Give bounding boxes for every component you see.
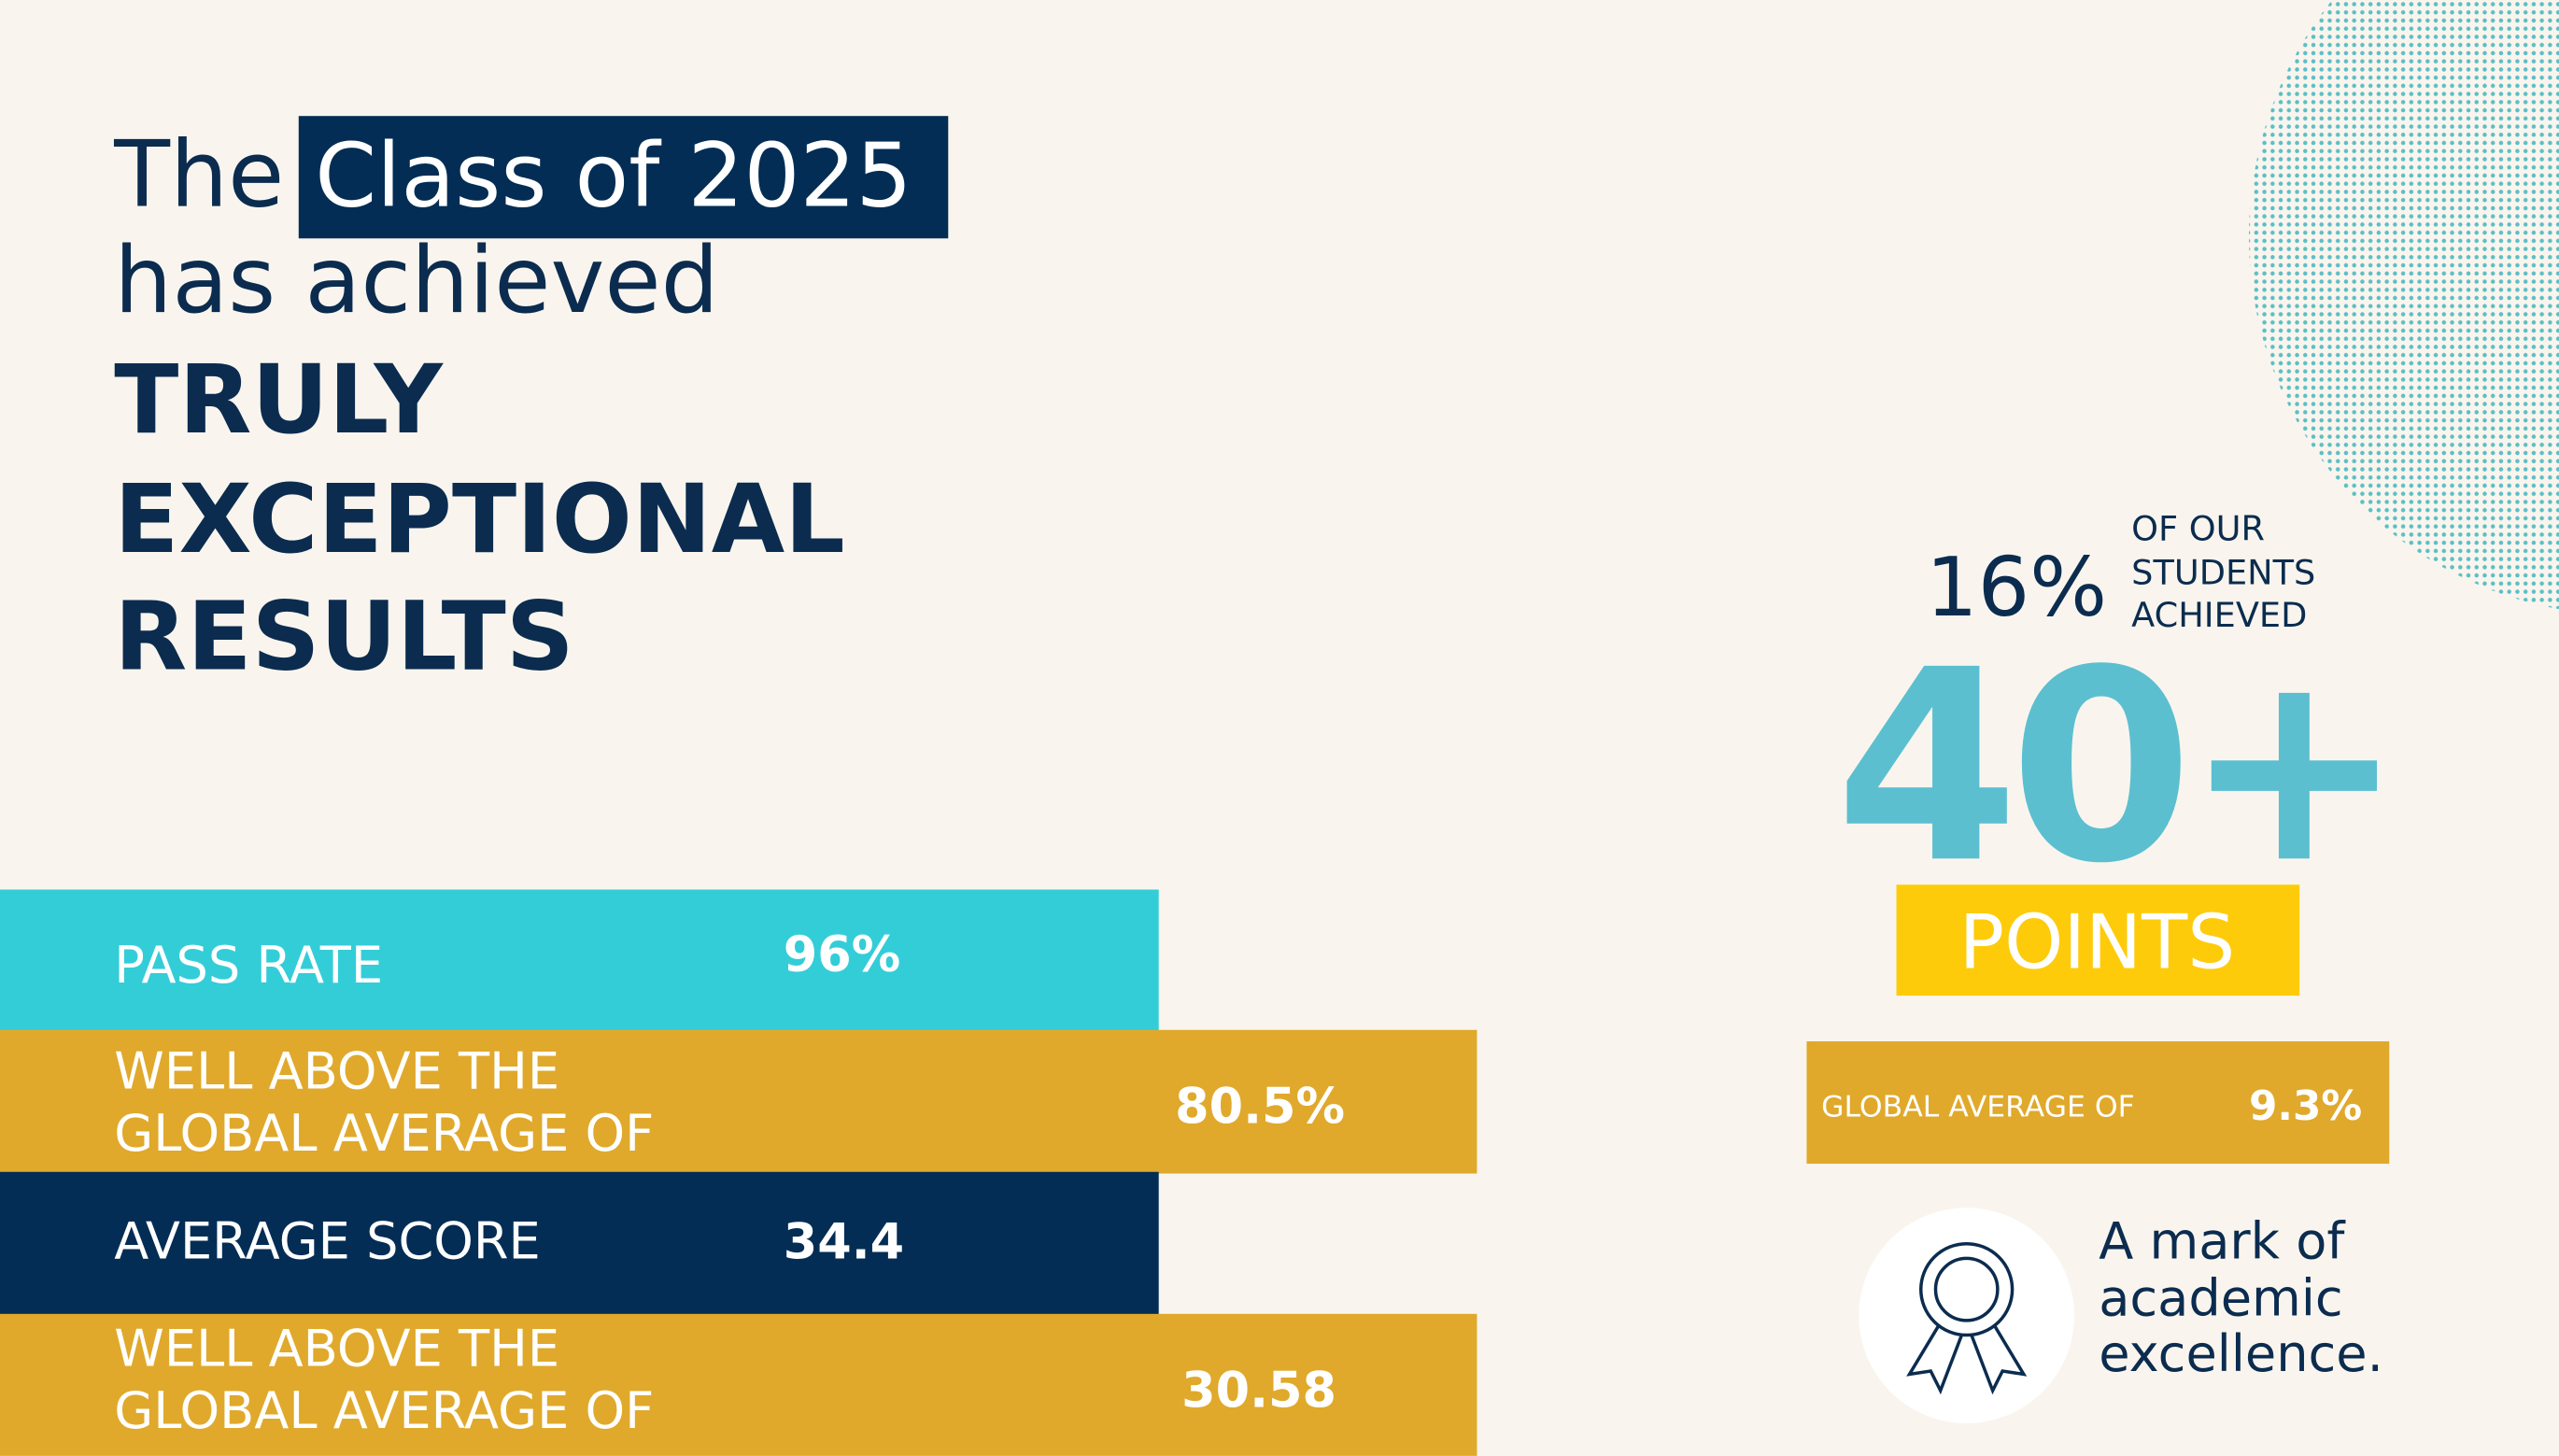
highlight-caption: ACHIEVED [2131,595,2307,635]
badge-circle [1859,1208,2075,1423]
comparison-box [1806,1041,2390,1165]
comparison-label: GLOBAL AVERAGE OF [1821,1090,2135,1124]
dotted-circle [2249,0,2559,610]
highlight-box [298,116,949,239]
stat-row [0,889,1159,1032]
badge-text: A mark of [2099,1211,2346,1270]
headline-prefix: The [113,121,284,228]
headline-line2: has achieved [114,228,718,334]
stat-value: 34.4 [784,1213,904,1270]
stat-row [0,1029,1477,1174]
headline-highlight: Class of 2025 [315,124,912,227]
headline-emphasis: TRULY [114,345,444,455]
ribbon-icon [1906,1241,2028,1395]
stat-value: 80.5% [1175,1078,1345,1135]
highlight-percent: 16% [1926,540,2107,635]
stat-label: PASS RATE [114,936,383,995]
badge-text: academic [2099,1269,2342,1328]
highlight-unit: POINTS [1959,898,2236,985]
badge-text: excellence. [2099,1324,2383,1383]
highlight-caption: STUDENTS [2131,553,2315,593]
stat-label: AVERAGE SCORE [114,1211,540,1270]
headline-emphasis: RESULTS [114,582,573,692]
stat-label: WELL ABOVE THE [114,1320,559,1378]
stat-label: WELL ABOVE THE [114,1042,559,1101]
stat-label: GLOBAL AVERAGE OF [114,1104,654,1163]
stat-row [0,1313,1477,1456]
comparison-value: 9.3% [2249,1082,2362,1130]
stat-value: 30.58 [1181,1362,1336,1419]
headline-emphasis: EXCEPTIONAL [114,464,844,574]
stat-label: GLOBAL AVERAGE OF [114,1381,654,1440]
points-box [1896,884,2300,997]
highlight-big: 40+ [1835,613,2396,921]
stat-row [0,1171,1159,1316]
highlight-caption: OF OUR [2131,509,2265,549]
stat-value: 96% [784,926,900,983]
